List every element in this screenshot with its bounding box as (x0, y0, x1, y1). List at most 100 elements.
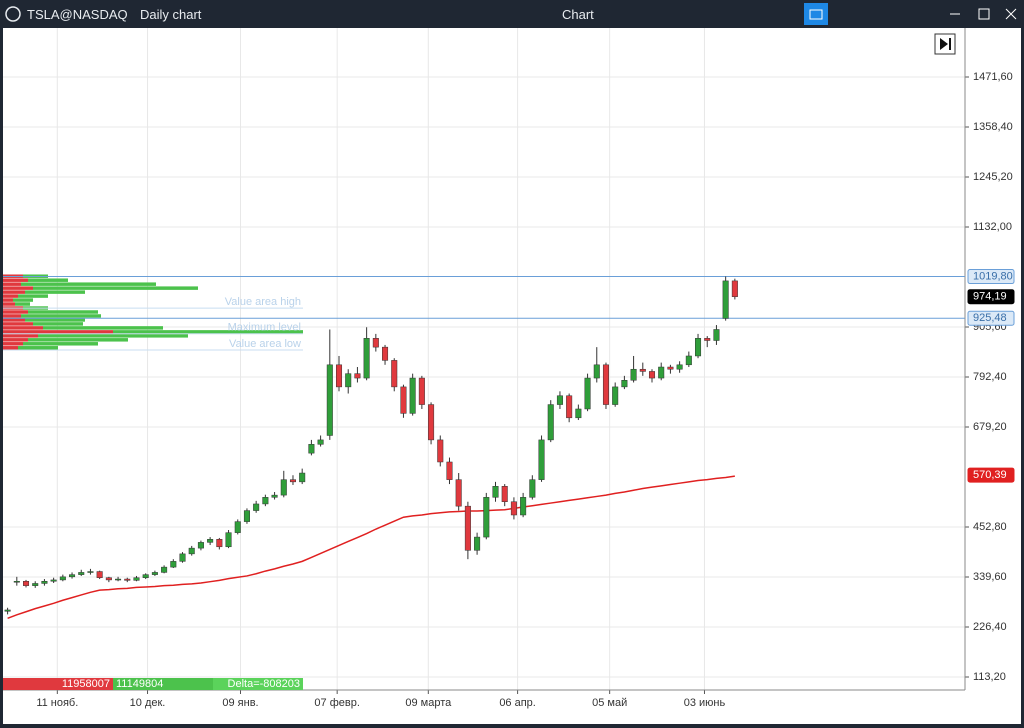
candle-body (621, 380, 628, 388)
profile-sell (3, 326, 43, 330)
moving-average (7, 475, 735, 620)
candle-body (575, 408, 582, 419)
sell-total-box (3, 678, 113, 690)
price-marker-label: 1019,80 (973, 270, 1013, 282)
candle-body (96, 571, 103, 578)
candle-body (363, 338, 370, 379)
candle-body (188, 547, 195, 555)
candle-body (418, 377, 425, 405)
y-tick-label: 452,80 (973, 521, 1007, 533)
candle-body (501, 486, 508, 502)
candle-body (556, 395, 563, 405)
candle-body (713, 329, 720, 341)
candle-body (648, 371, 656, 379)
candle-body (151, 572, 158, 575)
profile-sell (3, 298, 13, 302)
profile-sell (3, 282, 21, 286)
chart-area: 113,20226,40339,60452,80679,20792,40905,… (3, 28, 1021, 724)
toolbar: TSLA@NASDAQ Daily chart Chart (0, 0, 1024, 28)
profile-sell (3, 294, 18, 298)
profile-buy (38, 334, 188, 338)
candle-body (115, 578, 122, 581)
x-tick-label: 10 дек. (130, 697, 166, 709)
profile-buy (28, 338, 128, 342)
delta-box (213, 678, 303, 690)
buy-total-box (113, 678, 213, 690)
x-tick-label: 06 апр. (499, 697, 536, 709)
candle-body (658, 366, 665, 379)
candle-body (400, 386, 407, 414)
profile-sell (3, 342, 23, 346)
candle-body (253, 503, 260, 511)
symbol[interactable]: TSLA@NASDAQ (27, 7, 128, 22)
candle-body (41, 580, 48, 584)
profile-sell (3, 334, 38, 338)
candle-body (409, 377, 416, 414)
candle-body (372, 338, 379, 348)
profile-sell (3, 290, 25, 294)
profile-buy (113, 330, 303, 334)
y-tick-label: 339,60 (973, 571, 1007, 583)
candle-body (529, 479, 536, 498)
candle-body (584, 377, 591, 410)
candle-body (289, 479, 296, 483)
y-tick-label: 1358,40 (973, 121, 1013, 133)
candle-body (667, 366, 674, 370)
candle-body (722, 280, 729, 319)
profile-sell (3, 302, 15, 306)
candle-body (234, 521, 241, 533)
profile-buy (18, 346, 58, 350)
candle-body (602, 364, 609, 405)
candle-body (299, 472, 306, 483)
candle-body (197, 542, 204, 549)
y-tick-label: 113,20 (973, 671, 1006, 683)
price-marker-label: 570,39 (973, 469, 1007, 481)
candle-body (78, 572, 85, 575)
window-controls[interactable] (930, 4, 1020, 24)
profile-buy (21, 282, 156, 286)
y-tick-label: 1471,60 (973, 71, 1013, 83)
candle-body (354, 373, 361, 379)
price-marker (967, 289, 1015, 305)
timeframe[interactable]: Daily chart (140, 7, 202, 22)
x-tick-label: 07 февр. (314, 697, 359, 709)
candle-body (464, 505, 471, 551)
candle-body (32, 583, 39, 586)
candle-body (455, 479, 462, 507)
candle-body (391, 360, 398, 388)
buy-total: 11149804 (116, 678, 163, 690)
profile-sell (3, 318, 25, 322)
candle-body (13, 580, 20, 583)
profile-sell (3, 286, 33, 290)
candle-body (179, 553, 186, 562)
candle-body (492, 486, 499, 498)
price-marker-label: 925,48 (973, 312, 1007, 324)
profile-buy (23, 342, 98, 346)
candle-body (630, 368, 637, 381)
candle-body (510, 501, 517, 516)
screenshot-button[interactable] (804, 3, 828, 25)
candle-body (50, 579, 57, 582)
candle-body (639, 368, 646, 372)
profile-buy (33, 286, 198, 290)
candle-body (161, 566, 168, 573)
price-marker (967, 467, 1015, 483)
candle-body (23, 580, 30, 586)
price-marker (967, 269, 1015, 285)
candle-body (538, 439, 545, 480)
candle-body (317, 439, 324, 445)
candle-body (483, 497, 490, 538)
profile-sell (3, 346, 18, 350)
profile-level-label: Maximum level (228, 322, 301, 334)
candle-body (731, 280, 738, 297)
profile-sell (3, 278, 28, 282)
profile-buy (15, 302, 30, 306)
y-tick-label: 226,40 (973, 621, 1007, 633)
candle-body (547, 404, 554, 441)
y-tick-label: 1132,00 (973, 221, 1012, 233)
candle-body (142, 574, 149, 578)
candle-body (59, 576, 66, 581)
profile-buy (28, 310, 98, 314)
window-title: Chart (562, 7, 594, 22)
candle-body (676, 364, 683, 370)
